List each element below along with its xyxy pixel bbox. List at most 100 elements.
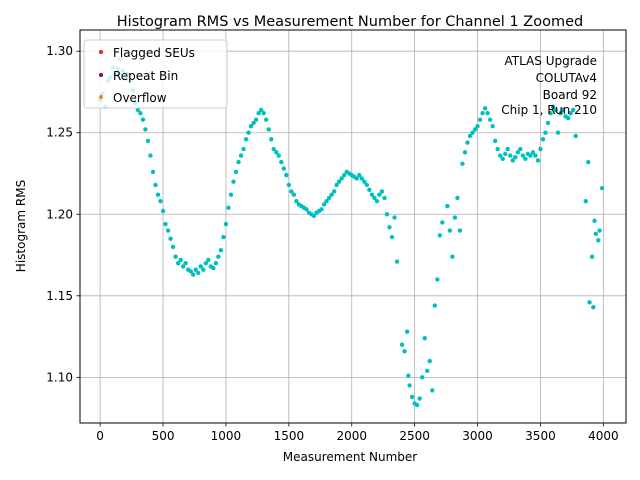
data-point — [591, 305, 596, 310]
data-point — [437, 233, 443, 238]
data-point — [143, 127, 148, 132]
data-point — [422, 336, 427, 341]
data-point — [402, 349, 407, 354]
data-point — [226, 205, 231, 210]
data-point — [364, 182, 370, 188]
data-point — [193, 267, 198, 272]
data-point — [592, 218, 597, 223]
data-point — [261, 110, 266, 116]
data-point — [377, 192, 382, 197]
data-point — [326, 195, 332, 201]
data-point — [492, 138, 498, 144]
data-point — [427, 358, 432, 364]
data-point — [487, 117, 493, 122]
data-point — [447, 228, 453, 233]
data-point — [188, 269, 193, 274]
data-point — [341, 172, 347, 178]
data-point — [248, 124, 254, 129]
data-point — [495, 146, 500, 152]
y-axis-label: Histogram RMS — [14, 180, 28, 272]
data-point — [570, 107, 576, 113]
data-point — [407, 383, 412, 388]
data-point — [266, 127, 271, 132]
data-point — [387, 225, 392, 230]
data-point — [357, 172, 362, 178]
data-point — [406, 373, 411, 378]
data-point — [145, 138, 151, 144]
data-point — [180, 264, 186, 269]
data-point — [513, 154, 518, 160]
data-point — [503, 151, 508, 157]
data-point — [523, 156, 528, 162]
data-point — [497, 153, 503, 158]
data-point — [286, 182, 292, 188]
data-point — [467, 133, 473, 139]
data-point — [440, 220, 445, 225]
data-point — [587, 300, 592, 305]
data-point — [191, 272, 196, 277]
data-point — [201, 267, 206, 272]
data-point — [196, 270, 201, 276]
data-point — [430, 388, 435, 393]
data-point — [158, 199, 163, 204]
y-tick-label: 1.25 — [46, 126, 73, 140]
data-point — [281, 166, 287, 171]
data-point — [243, 137, 249, 142]
annotation-line: Chip 1, Run 210 — [501, 103, 597, 117]
data-point — [203, 260, 209, 266]
data-point — [455, 195, 460, 201]
data-point — [518, 146, 523, 152]
data-point — [148, 153, 153, 158]
x-tick-label: 1500 — [274, 429, 305, 443]
data-point — [150, 169, 156, 175]
data-point — [530, 150, 536, 155]
data-point — [510, 158, 515, 163]
data-point — [477, 117, 483, 122]
annotation-line: Board 92 — [543, 88, 597, 102]
data-point — [490, 124, 495, 129]
data-point — [336, 179, 342, 184]
data-point — [508, 153, 513, 158]
data-point — [228, 192, 234, 197]
data-point — [256, 110, 261, 116]
data-point — [289, 189, 294, 194]
data-point — [291, 192, 297, 197]
legend-marker — [99, 95, 103, 99]
data-point — [457, 228, 463, 233]
data-point — [465, 140, 470, 145]
data-point — [304, 207, 309, 212]
data-point — [593, 231, 599, 237]
data-point — [359, 176, 365, 181]
data-point — [470, 130, 475, 135]
chart-title: Histogram RMS vs Measurement Number for … — [117, 14, 583, 30]
data-point — [311, 213, 317, 219]
data-point — [246, 130, 251, 135]
data-point — [206, 257, 211, 263]
y-tick-label: 1.30 — [46, 44, 73, 58]
data-point — [573, 133, 578, 139]
data-point — [419, 375, 425, 380]
annotation-block: ATLAS Upgrade COLUTAv4 Board 92 Chip 1, … — [501, 54, 597, 117]
data-point — [568, 110, 573, 116]
data-point — [183, 260, 188, 266]
data-point — [331, 189, 337, 194]
data-point — [384, 212, 390, 217]
data-point — [548, 110, 553, 116]
data-point — [425, 368, 430, 374]
data-point — [533, 153, 538, 158]
data-point — [198, 264, 203, 269]
data-point — [354, 176, 359, 181]
data-point — [178, 257, 183, 263]
data-point — [589, 254, 595, 259]
legend-marker — [99, 50, 103, 54]
data-point — [211, 265, 216, 271]
data-point — [560, 107, 566, 113]
data-point — [462, 150, 468, 155]
data-point — [269, 137, 274, 142]
data-point — [472, 127, 478, 132]
data-point — [586, 159, 591, 165]
data-point — [550, 104, 556, 109]
data-point — [535, 158, 541, 163]
x-tick-label: 2000 — [336, 429, 367, 443]
y-tick-label: 1.15 — [46, 289, 73, 303]
